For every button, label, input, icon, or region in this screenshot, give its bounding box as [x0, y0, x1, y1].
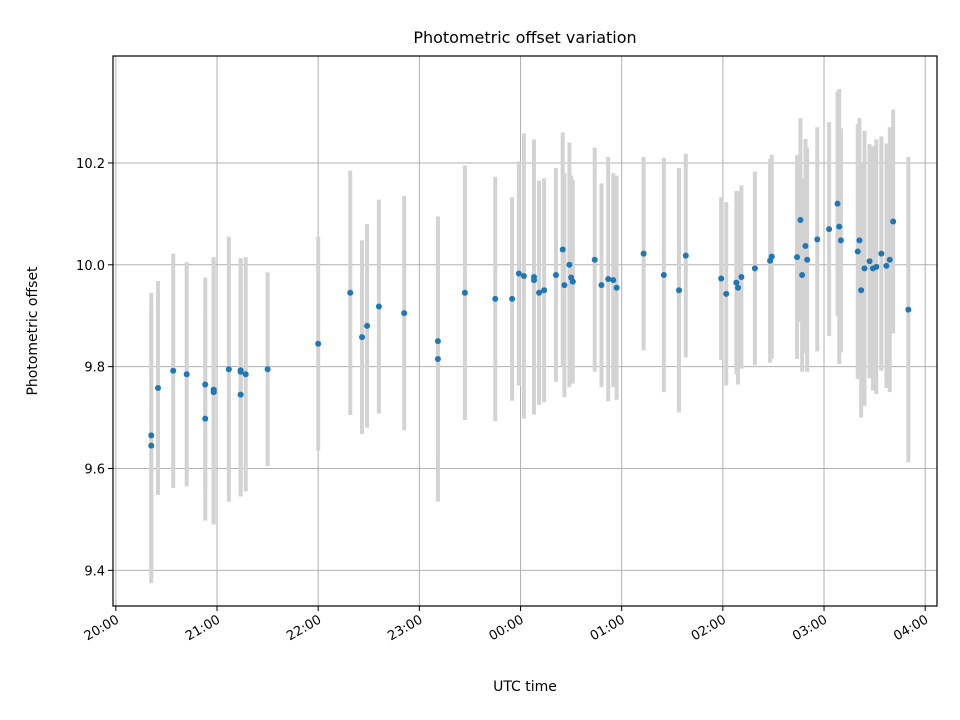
data-point — [854, 248, 861, 255]
data-point — [492, 295, 499, 302]
data-point — [682, 252, 689, 259]
x-tick-label: 23:00 — [385, 612, 425, 644]
data-point — [155, 385, 162, 392]
data-point — [723, 290, 730, 297]
data-point — [804, 256, 811, 263]
y-tick-label: 9.4 — [84, 564, 105, 579]
x-tick-label: 22:00 — [284, 612, 324, 644]
data-point — [541, 287, 548, 294]
data-point — [610, 277, 617, 284]
data-point — [768, 253, 775, 260]
data-point — [566, 261, 573, 268]
data-point — [878, 250, 885, 257]
data-point — [794, 254, 801, 261]
data-point — [861, 265, 868, 272]
data-point — [858, 287, 865, 294]
y-tick-label: 9.6 — [84, 463, 105, 478]
y-axis-ticks: 9.4 9.6 9.8 10.0 10.2 — [76, 157, 113, 579]
data-point — [799, 271, 806, 278]
plot-frame — [112, 55, 938, 607]
data-point — [170, 367, 177, 374]
x-tick-label: 20:00 — [82, 612, 122, 644]
data-point — [676, 287, 683, 294]
data-point — [210, 389, 217, 396]
data-point — [434, 338, 441, 345]
data-point — [733, 279, 740, 286]
data-point — [883, 262, 890, 269]
data-point — [520, 273, 527, 279]
data-point — [591, 256, 598, 263]
y-tick-label: 10.2 — [76, 157, 105, 172]
data-point — [315, 340, 322, 347]
data-point — [814, 236, 821, 243]
data-point — [886, 256, 893, 263]
data-point — [237, 367, 244, 374]
data-point — [148, 442, 155, 449]
x-tick-label: 00:00 — [487, 612, 527, 644]
data-point — [364, 322, 371, 329]
data-point — [834, 200, 841, 207]
data-point — [242, 371, 249, 378]
data-points — [148, 200, 912, 449]
data-point — [202, 381, 209, 388]
data-point — [605, 276, 612, 283]
data-point — [873, 263, 880, 270]
data-point — [359, 334, 366, 341]
data-point — [826, 226, 833, 233]
x-axis-label: UTC time — [493, 679, 557, 695]
data-point — [434, 356, 441, 363]
x-axis-ticks: 20:00 21:00 22:00 23:00 00:00 01:00 02:00 03:00… — [82, 606, 931, 644]
data-point — [552, 271, 559, 278]
data-point — [738, 274, 745, 281]
y-tick-label: 10.0 — [76, 259, 105, 274]
data-point — [890, 218, 897, 225]
data-point — [225, 366, 232, 373]
data-point — [751, 265, 758, 272]
x-tick-label: 03:00 — [790, 612, 830, 644]
data-point — [509, 295, 516, 302]
data-point — [536, 289, 543, 296]
data-point — [866, 258, 873, 265]
data-point — [797, 216, 804, 223]
data-point — [569, 278, 576, 285]
y-axis-label: Photometric offset — [25, 266, 41, 396]
data-point — [183, 371, 190, 378]
data-point — [264, 366, 271, 373]
data-point — [559, 246, 566, 253]
data-point — [598, 282, 605, 289]
data-point — [836, 223, 843, 230]
data-point — [148, 432, 155, 439]
data-point — [735, 284, 742, 291]
data-point — [613, 284, 620, 291]
x-tick-label: 01:00 — [588, 612, 628, 644]
data-point — [515, 270, 522, 277]
y-tick-label: 9.8 — [84, 361, 105, 376]
data-point — [375, 303, 382, 310]
x-tick-label: 21:00 — [183, 612, 223, 644]
data-point — [561, 282, 568, 289]
data-point — [802, 242, 809, 249]
data-point — [856, 237, 863, 244]
data-point — [461, 289, 468, 296]
data-point — [660, 271, 667, 278]
data-point — [202, 415, 209, 422]
data-point — [401, 310, 408, 317]
data-point — [905, 306, 912, 313]
data-point — [718, 275, 725, 282]
x-tick-label: 02:00 — [689, 612, 729, 644]
chart-title: Photometric offset variation — [413, 28, 636, 47]
data-point — [237, 391, 244, 398]
data-point — [347, 289, 354, 296]
data-point — [531, 277, 538, 284]
data-point — [640, 250, 647, 257]
data-point — [837, 237, 844, 244]
x-tick-label: 04:00 — [891, 612, 931, 644]
